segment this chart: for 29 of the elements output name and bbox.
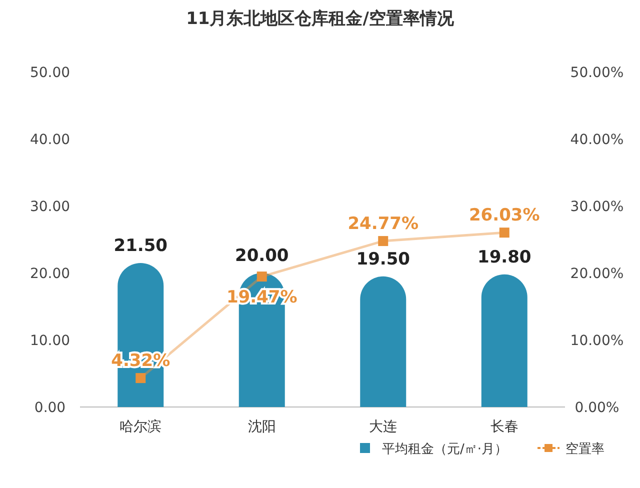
y-tick-label: 50.00	[30, 65, 70, 81]
y-tick-label: 40.00	[30, 132, 70, 148]
x-tick-label: 哈尔滨	[120, 419, 162, 435]
y2-tick-label: 30.00%	[570, 199, 624, 215]
data-label: 26.03%	[468, 206, 540, 226]
x-tick-label: 沈阳	[248, 419, 276, 435]
legend-label: 空置率	[566, 441, 605, 457]
y-tick-label: 20.00	[30, 266, 70, 282]
y2-tick-label: 20.00%	[570, 266, 624, 282]
y2-tick-label: 10.00%	[570, 333, 624, 349]
y2-tick-label: 0.00%	[574, 400, 620, 416]
x-tick-label: 大连	[369, 419, 398, 435]
data-label: 19.80	[477, 247, 532, 268]
point	[256, 272, 267, 282]
x-tick-label: 长春	[490, 419, 518, 435]
point	[499, 228, 510, 238]
y2-tick-label: 40.00%	[570, 132, 624, 148]
y-tick-label: 10.00	[30, 333, 70, 349]
data-label: 20.00	[234, 246, 289, 266]
y-tick-label: 30.00	[30, 199, 70, 215]
data-label: 19.50	[356, 249, 410, 270]
y2-tick-label: 50.00%	[570, 65, 624, 81]
y-tick-label: 0.00	[34, 400, 66, 416]
point	[378, 236, 388, 246]
legend-label: 平均租金（元/㎡·月）	[382, 442, 508, 457]
data-label: 21.50	[114, 236, 168, 256]
data-label: 24.77%	[348, 214, 419, 234]
chart-title: 11月东北地区仓库租金/空置率情况	[186, 9, 455, 29]
point	[136, 373, 146, 384]
